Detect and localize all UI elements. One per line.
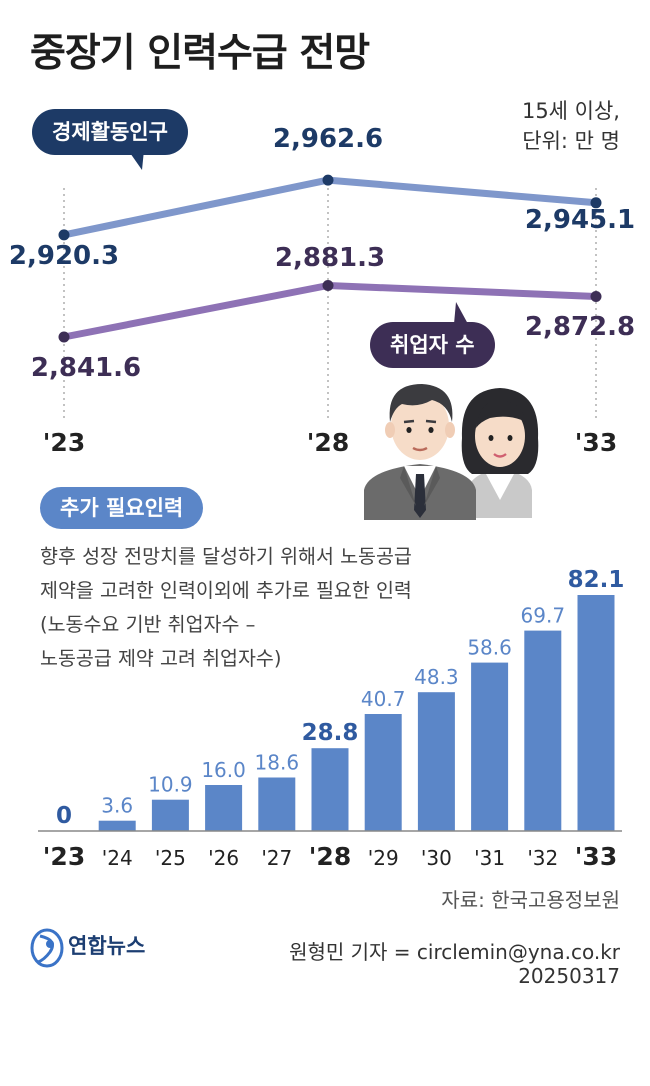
emp-series-point: [590, 291, 602, 302]
line-chart-x-tick: '33: [575, 428, 617, 457]
bar: [151, 799, 189, 831]
bar-value-label: 40.7: [361, 687, 406, 711]
bar-category-label: '33: [575, 842, 617, 871]
line-chart: 2,920.3 2,962.6 2,945.1 2,841.6 2,881.3 2,872…: [9, 124, 635, 457]
bar-value-label: 58.6: [467, 636, 512, 660]
page-title: 중장기 인력수급 전망: [30, 31, 370, 76]
bar: [577, 595, 615, 831]
bar-value-label: 10.9: [148, 773, 193, 797]
workers-illustration: [364, 384, 539, 520]
line-chart-labels: 2,920.3 2,962.6 2,945.1 2,841.6 2,881.3 2,872…: [9, 124, 635, 383]
bar-value-label: 69.7: [521, 604, 566, 628]
bar: [524, 630, 562, 831]
line-chart-x-tick: '28: [307, 428, 349, 457]
bar-category-label: '25: [155, 846, 186, 870]
bar: [98, 820, 136, 831]
bar-value-label: 16.0: [201, 758, 246, 782]
econ-value-label: 2,945.1: [525, 205, 635, 235]
publish-date: 20250317: [518, 964, 620, 988]
econ-value-label: 2,920.3: [9, 241, 119, 271]
bar-value-label: 18.6: [255, 751, 300, 775]
bar-category-label: '23: [43, 842, 85, 871]
bar-category-label: '28: [309, 842, 351, 871]
emp-series-point: [58, 331, 70, 343]
bar: [205, 785, 243, 831]
line-chart-x-tick: '23: [43, 428, 85, 457]
econ-series-label: 경제활동인구: [32, 109, 188, 155]
line-chart-x-ticks: '23 '28 '33: [43, 428, 617, 457]
bar-value-label: 3.6: [101, 794, 133, 818]
bar: [311, 748, 349, 831]
unit-note: 15세 이상, 단위: 만 명: [522, 96, 620, 156]
bar-category-label: '27: [261, 846, 292, 870]
bar-value-label: 0: [56, 803, 72, 829]
emp-value-label: 2,881.3: [275, 243, 385, 273]
yonhap-logo-icon: [30, 928, 64, 968]
emp-value-label: 2,872.8: [525, 312, 635, 342]
source-note: 자료: 한국고용정보원: [441, 888, 620, 912]
bar-chart-categories: '23 '24 '25 '26 '27 '28 '29 '30 '31 '32 '33: [43, 842, 617, 871]
bar-category-label: '31: [474, 846, 505, 870]
unit-note-line-1: 15세 이상,: [521, 99, 620, 123]
econ-series-line: [60, 176, 600, 239]
econ-series-point: [58, 229, 70, 241]
emp-value-label: 2,841.6: [31, 353, 141, 383]
econ-series-point: [322, 174, 334, 186]
additional-labor-label: 추가 필요인력: [40, 487, 204, 529]
bar: [364, 714, 402, 831]
description-line-3: (노동수요 기반 취업자수 –: [40, 613, 256, 636]
bar: [471, 662, 509, 831]
description-line-1: 향후 성장 전망치를 달성하기 위해서 노동공급: [40, 545, 412, 568]
woman-figure: [461, 388, 539, 518]
man-figure: [364, 384, 476, 520]
emp-series-point: [322, 280, 334, 291]
econ-pill-tail: [128, 150, 144, 170]
bar-category-label: '30: [421, 846, 452, 870]
econ-series-point: [590, 197, 602, 209]
bar-value-label: 48.3: [414, 665, 459, 689]
bar-category-label: '26: [208, 846, 239, 870]
bar-category-label: '29: [368, 846, 399, 870]
description-line-2: 제약을 고려한 인력이외에 추가로 필요한 인력: [40, 579, 412, 602]
bar: [258, 777, 296, 831]
bar-chart-value-labels: 0 3.6 10.9 16.0 18.628.840.7 48.3 58.6 69.782.1: [56, 567, 624, 829]
bar: [417, 692, 455, 831]
reporter-credit: 원형민 기자 = circlemin@yna.co.kr: [289, 940, 620, 964]
yonhap-logo-text: 연합뉴스: [68, 934, 146, 958]
bar-chart: 0 3.6 10.9 16.0 18.628.840.7 48.3 58.6 69.782.1…: [38, 567, 624, 871]
unit-note-line-2: 단위: 만 명: [522, 129, 620, 153]
emp-series-label: 취업자 수: [370, 322, 495, 368]
econ-value-label: 2,962.6: [273, 124, 383, 154]
description-line-4: 노동공급 제약 고려 취업자수): [40, 647, 282, 670]
line-chart-series: [58, 174, 602, 343]
emp-series-line: [60, 282, 600, 341]
emp-pill-tail: [454, 302, 468, 324]
bar-value-label: 82.1: [568, 567, 625, 593]
bar-category-label: '32: [527, 846, 558, 870]
bar-category-label: '24: [102, 846, 133, 870]
bar-value-label: 28.8: [302, 720, 359, 746]
bar-chart-bars: [98, 595, 615, 831]
